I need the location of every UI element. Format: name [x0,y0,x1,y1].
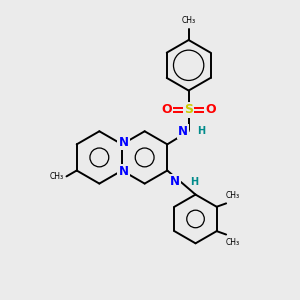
Text: H: H [190,177,198,187]
Text: N: N [118,136,128,149]
Text: H: H [197,126,205,136]
Text: O: O [205,103,216,116]
Text: S: S [184,103,193,116]
Text: CH₃: CH₃ [182,16,196,25]
Text: N: N [118,166,128,178]
Text: N: N [178,125,188,138]
Text: N: N [170,175,180,188]
Text: O: O [161,103,172,116]
Text: CH₃: CH₃ [225,238,239,247]
Text: CH₃: CH₃ [50,172,64,181]
Text: CH₃: CH₃ [225,191,239,200]
